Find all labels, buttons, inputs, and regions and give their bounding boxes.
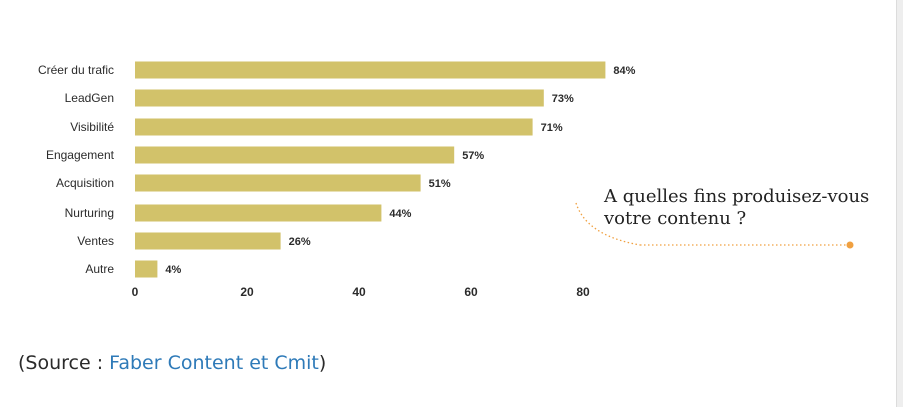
value-label: 51%	[429, 178, 451, 190]
value-label: 4%	[165, 264, 181, 276]
x-tick-label: 0	[132, 285, 139, 299]
source-caption: (Source : Faber Content et Cmit)	[18, 352, 326, 374]
category-label: Nurturing	[65, 206, 114, 220]
bar	[135, 89, 544, 107]
value-label: 26%	[289, 236, 311, 248]
bar	[135, 61, 606, 79]
scrollbar-edge	[896, 0, 903, 407]
x-axis-ticks: 0 20 40 60 80	[132, 285, 590, 299]
value-label: 84%	[613, 65, 635, 77]
value-label: 73%	[552, 93, 574, 105]
callout-arc	[575, 202, 641, 246]
bars-layer	[135, 61, 606, 278]
value-label: 44%	[389, 208, 411, 220]
x-tick-label: 40	[352, 285, 366, 299]
x-tick-label: 80	[576, 285, 590, 299]
callout-title-line1: A quelles fins produisez-vous	[603, 186, 869, 207]
x-tick-label: 60	[464, 285, 478, 299]
x-tick-label: 20	[240, 285, 254, 299]
callout-title-line2: votre contenu ?	[603, 208, 746, 229]
bar	[135, 204, 382, 222]
source-link[interactable]: Faber Content et Cmit	[109, 352, 319, 374]
category-label: Ventes	[77, 234, 114, 248]
bar	[135, 174, 421, 192]
category-label: Autre	[85, 262, 114, 276]
category-label: Engagement	[46, 148, 115, 162]
category-label: Créer du trafic	[38, 63, 114, 77]
value-label: 57%	[462, 150, 484, 162]
bar	[135, 232, 281, 250]
value-label: 71%	[541, 122, 563, 134]
category-labels: Créer du trafic LeadGen Visibilité Engageme…	[38, 63, 115, 276]
source-suffix: )	[318, 352, 327, 374]
callout: A quelles fins produisez-vous votre cont…	[575, 186, 869, 249]
bar	[135, 260, 158, 278]
source-prefix: (Source :	[18, 352, 110, 374]
category-label: Acquisition	[56, 176, 114, 190]
bar	[135, 146, 455, 164]
callout-dot	[846, 241, 854, 249]
category-label: LeadGen	[65, 91, 114, 105]
value-labels: 84% 73% 71% 57% 51% 44% 26% 4%	[165, 65, 635, 276]
category-label: Visibilité	[70, 120, 114, 134]
bar	[135, 118, 533, 136]
